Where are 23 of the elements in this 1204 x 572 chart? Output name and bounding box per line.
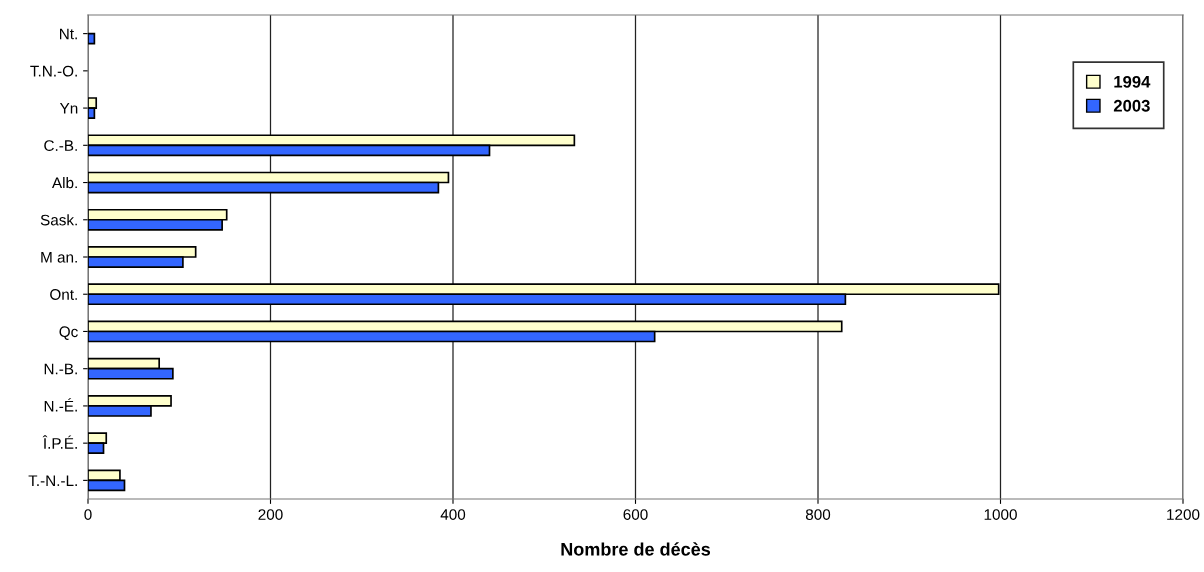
y-tick-label: Nt. xyxy=(60,28,77,40)
y-tick-label: Ont. xyxy=(50,289,77,300)
y-tick-label: N.-É. xyxy=(44,398,77,412)
x-tick-label: 1200 xyxy=(1167,509,1200,520)
y-tick-label: N.-B. xyxy=(44,363,77,375)
x-axis-title: Nombre de décès xyxy=(561,542,711,556)
y-tick-label: T.N.-O. xyxy=(30,65,77,77)
y-tick-label: M an. xyxy=(41,252,77,263)
x-tick-label: 800 xyxy=(805,509,831,520)
y-tick-label: Î.P.É. xyxy=(42,435,77,449)
x-tick-label: 1000 xyxy=(984,509,1017,520)
x-tick-label: 0 xyxy=(84,509,92,520)
x-tick-label: 200 xyxy=(258,509,283,520)
y-tick-label: Sask. xyxy=(40,214,77,226)
y-tick-label: T.-N.-L. xyxy=(28,475,77,486)
legend-label: 1994 xyxy=(1114,75,1151,88)
x-tick-label: 400 xyxy=(440,509,466,520)
y-tick-label: C.-B. xyxy=(44,140,77,151)
legend-label: 2003 xyxy=(1113,99,1150,112)
y-tick-label: Alb. xyxy=(51,177,77,189)
y-tick-label: Yn xyxy=(59,103,78,114)
x-tick-label: 600 xyxy=(623,509,648,520)
y-tick-label: Qc xyxy=(59,326,78,340)
